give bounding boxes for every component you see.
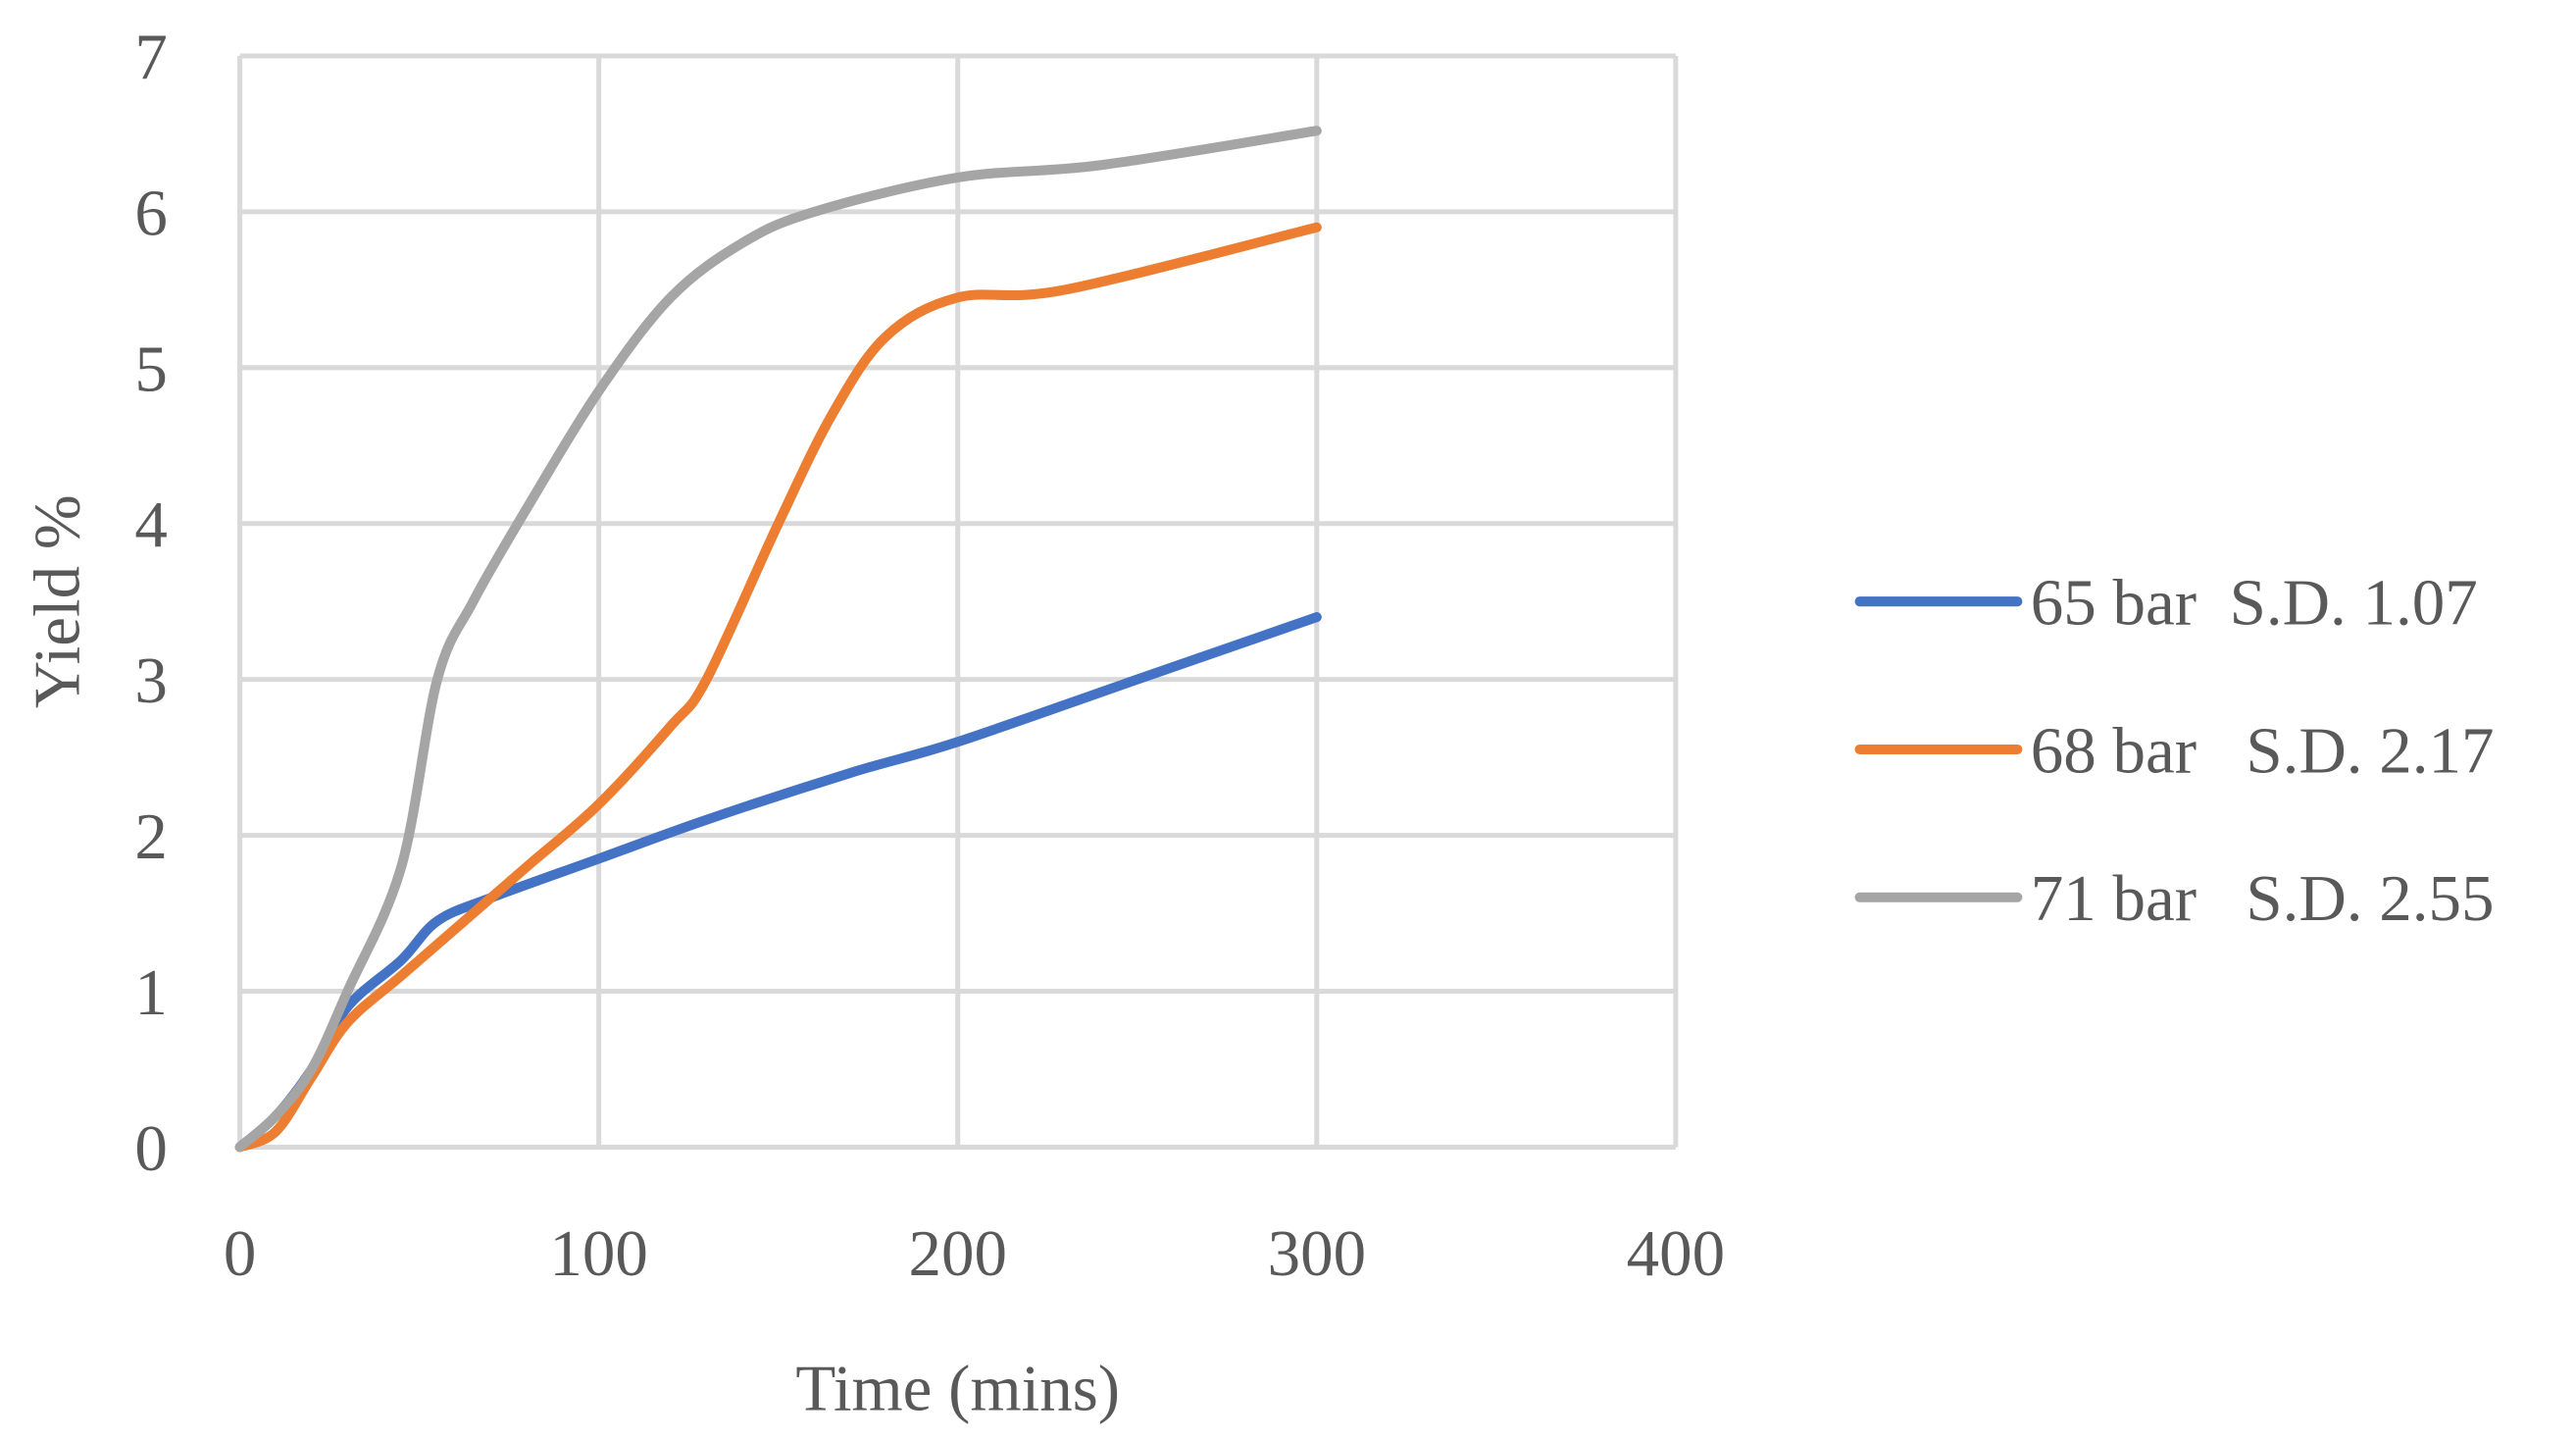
y-tick-label: 0	[134, 1112, 168, 1185]
x-tick-label: 100	[549, 1217, 648, 1290]
y-tick-label: 4	[134, 489, 168, 561]
y-tick-label: 2	[134, 800, 168, 873]
legend-label: 68 bar S.D. 2.17	[2031, 714, 2495, 787]
y-tick-label: 6	[134, 177, 168, 249]
y-tick-label: 1	[134, 956, 168, 1029]
legend-label: 65 bar S.D. 1.07	[2031, 567, 2478, 640]
y-tick-label: 7	[134, 21, 168, 93]
y-tick-label: 5	[134, 333, 168, 405]
x-axis-title: Time (mins)	[795, 1352, 1120, 1424]
y-axis-title: Yield %	[21, 494, 93, 708]
y-tick-label: 3	[134, 644, 168, 717]
line-series	[234, 126, 1322, 1153]
legend-label: 71 bar S.D. 2.55	[2031, 862, 2495, 935]
x-tick-label: 0	[224, 1217, 257, 1290]
x-tick-label: 400	[1627, 1217, 1726, 1290]
x-tick-label: 300	[1268, 1217, 1367, 1290]
x-tick-label: 200	[908, 1217, 1007, 1290]
line-series	[234, 222, 1322, 1153]
